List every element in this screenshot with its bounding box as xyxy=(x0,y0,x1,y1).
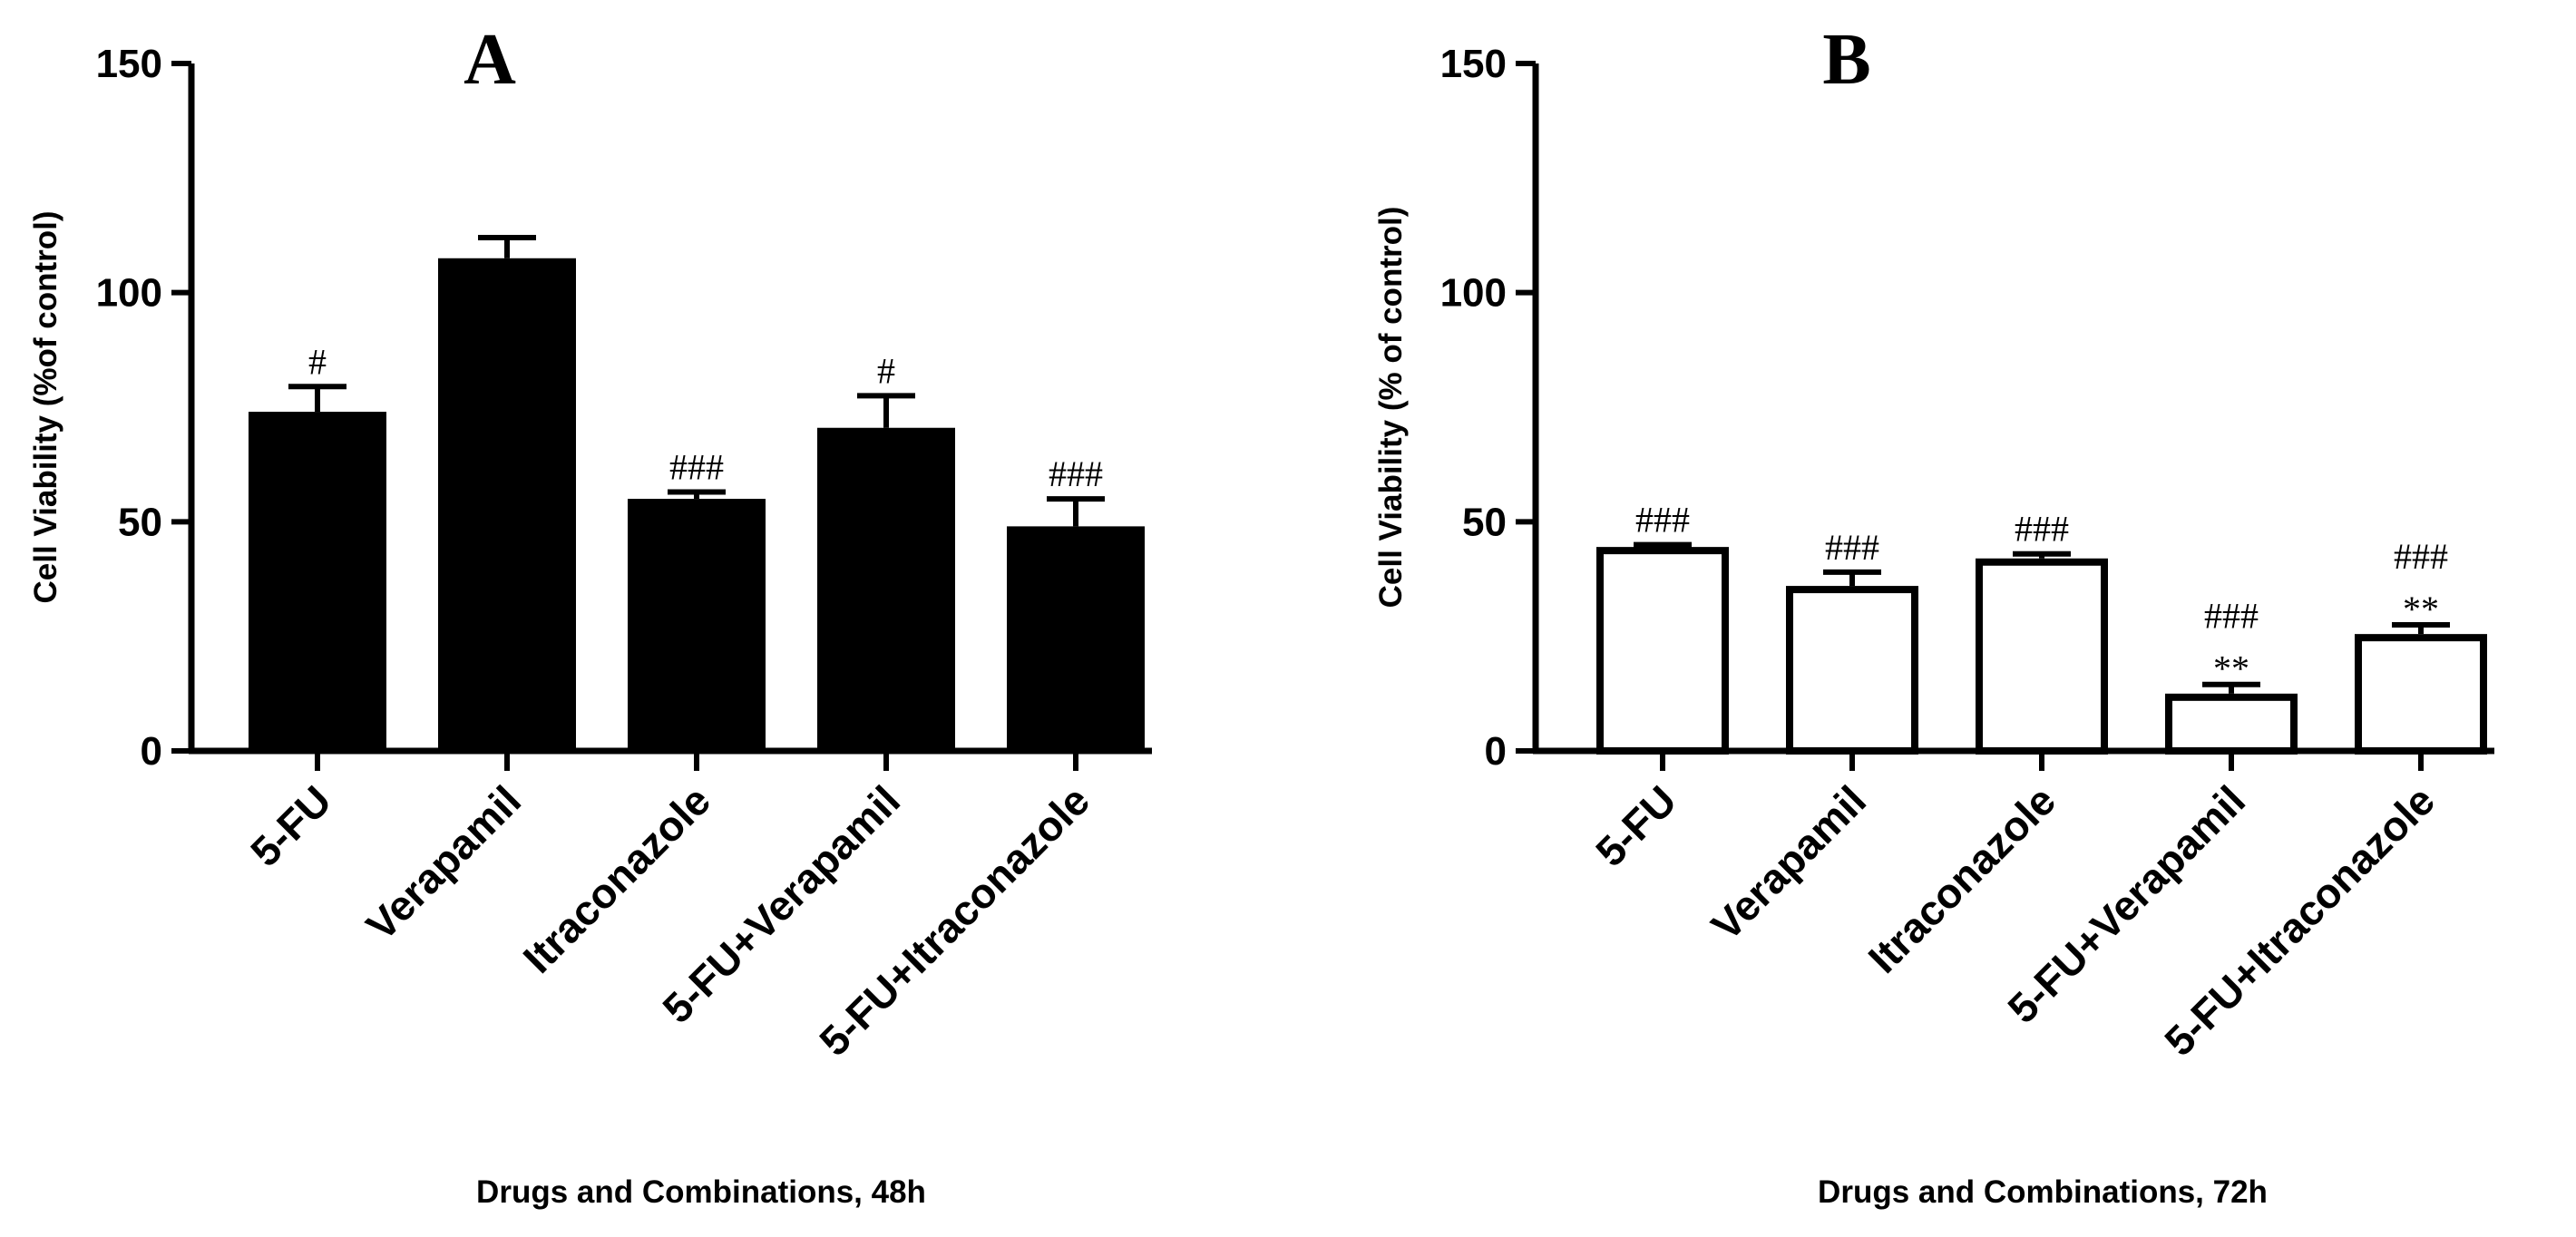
bar xyxy=(628,499,766,751)
significance-annotation: # xyxy=(308,341,327,382)
bar xyxy=(2165,693,2298,755)
y-tick-label: 0 xyxy=(141,729,162,774)
y-tick-label: 50 xyxy=(1462,500,1507,544)
bar xyxy=(2355,634,2487,755)
significance-annotation: ### xyxy=(2015,509,2069,550)
category-label: Verapamil xyxy=(357,776,530,949)
category-label: Itraconazole xyxy=(1859,776,2064,982)
significance-annotation: ### xyxy=(1049,453,1103,494)
panel-b-chart: 0 50 100 150 5-FU ### Verapamil ### Itraconazole… xyxy=(1373,20,2494,1210)
significance-annotation: ### xyxy=(669,446,724,487)
category-label: Verapamil xyxy=(1703,776,1875,949)
y-tick-label: 150 xyxy=(1440,42,1507,86)
y-tick-label: 100 xyxy=(96,271,162,316)
bar xyxy=(1976,558,2108,755)
significance-annotation: ### xyxy=(2394,536,2448,577)
significance-annotation: ### xyxy=(2204,596,2259,637)
bar xyxy=(1596,547,1729,755)
category-label: 5-FU xyxy=(1586,776,1685,875)
significance-annotation: ### xyxy=(1635,500,1690,541)
significance-annotation: # xyxy=(877,350,895,391)
x-axis-title: Drugs and Combinations, 48h xyxy=(476,1174,926,1210)
y-tick-label: 100 xyxy=(1440,271,1507,316)
y-axis-title: Cell Viability (%of control) xyxy=(28,210,63,603)
category-label: 5-FU xyxy=(241,776,340,875)
x-axis-title: Drugs and Combinations, 72h xyxy=(1818,1174,2268,1210)
bar xyxy=(1786,586,1918,755)
y-tick-label: 0 xyxy=(1485,729,1507,774)
y-tick-label: 150 xyxy=(96,42,162,86)
y-tick-label: 50 xyxy=(118,500,162,544)
bar xyxy=(438,258,576,751)
significance-annotation: ** xyxy=(2213,648,2249,689)
significance-annotation: ** xyxy=(2403,589,2439,629)
panel-letter: B xyxy=(1822,20,1870,100)
category-label: Itraconazole xyxy=(513,776,719,982)
bar xyxy=(249,412,386,751)
y-axis-title: Cell Viability (% of control) xyxy=(1373,207,1409,609)
panel-letter: A xyxy=(463,20,516,100)
significance-annotation: ### xyxy=(1825,527,1879,568)
panel-a-chart: 0501001505-FU#VerapamilItraconazole###5-… xyxy=(28,20,1152,1210)
bar xyxy=(1007,526,1145,751)
bar xyxy=(817,427,955,751)
